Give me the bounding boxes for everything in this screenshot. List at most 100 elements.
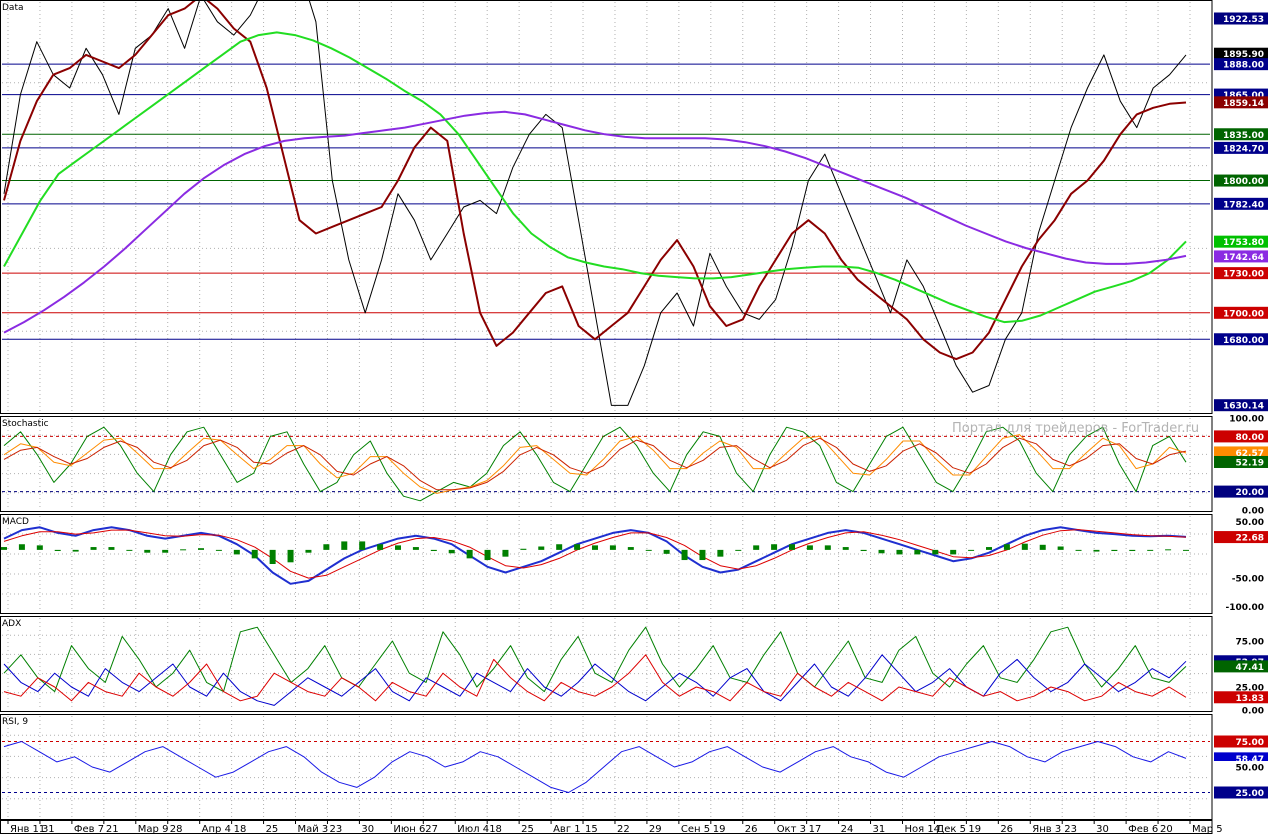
macd-histogram-bar	[341, 541, 348, 550]
macd-histogram-bar	[412, 547, 419, 550]
rsi-level-tag-label: 25.00	[1236, 789, 1264, 799]
time-axis-label: 25	[266, 824, 279, 834]
macd-histogram-bar	[806, 545, 813, 550]
time-axis-label: 18	[234, 824, 247, 834]
adx-plus_di-line	[3, 654, 1187, 706]
stochastic-frame	[0, 416, 1213, 512]
macd-histogram-bar	[1093, 549, 1100, 552]
rsi-frame	[0, 714, 1213, 820]
macd-level-tag-label: -50.00	[1232, 575, 1264, 585]
time-axis-label: 23	[329, 824, 342, 834]
price-title: Data	[2, 3, 24, 13]
macd-histogram-bar	[663, 549, 670, 554]
stochastic-level-tag-label: 20.00	[1236, 488, 1264, 498]
grid-layer	[2, 2, 1210, 818]
price-level-tag-bg	[1214, 267, 1268, 280]
macd-level-tag-bg	[1214, 572, 1268, 585]
time-axis-label: Янв 11	[10, 824, 45, 834]
adx-level-tag-bg	[1214, 660, 1268, 673]
stochastic-level-tag-bg	[1214, 446, 1268, 459]
stochastic-d-line	[3, 434, 1187, 494]
macd-histogram-bar	[896, 549, 903, 555]
macd-histogram-bar	[72, 549, 79, 552]
macd-histogram-bar	[842, 547, 849, 550]
time-axis-label: 20	[1160, 824, 1173, 834]
price-level-tag-bg	[1214, 174, 1268, 187]
price-level-tag-label: 1782.40	[1223, 200, 1264, 210]
adx-level-tag-label: 75.00	[1236, 638, 1264, 648]
price-level-tag-label: 1888.00	[1223, 61, 1264, 71]
price-level-tag-label: 1922.53	[1223, 15, 1264, 25]
stochastic-level-tag-label: 52.19	[1236, 458, 1264, 468]
macd-histogram-bar	[359, 541, 366, 550]
adx-level-tag-label: 47.41	[1236, 663, 1264, 673]
price-ma_mid-line	[3, 31, 1187, 324]
macd-title: MACD	[2, 517, 29, 527]
time-axis-label: 18	[489, 824, 502, 834]
adx-minus_di-line	[3, 654, 1187, 702]
macd-histogram-bar	[645, 549, 652, 551]
macd-level-tag-bg	[1214, 531, 1268, 544]
macd-histogram-bar	[180, 549, 187, 551]
time-axis-label: 29	[649, 824, 662, 834]
rsi-rsi-line	[3, 741, 1187, 793]
macd-histogram-bar	[789, 544, 795, 550]
stochastic-level-tag-bg	[1214, 455, 1268, 468]
time-axis-label: 30	[361, 824, 374, 834]
macd-histogram-bar	[430, 549, 437, 552]
macd-histogram-bar	[1111, 549, 1118, 552]
stochastic-title: Stochastic	[2, 419, 49, 429]
price-level-tag-label: 1895.90	[1223, 50, 1264, 60]
watermark-text: Портал для трейдеров - ForTrader.ru	[952, 421, 1199, 436]
macd-histogram-bar	[233, 549, 240, 555]
macd-histogram-bar	[986, 547, 992, 550]
price-level-tag-label: 1630.14	[1223, 402, 1264, 412]
price-level-tag-bg	[1214, 58, 1268, 71]
rsi-level-tag-label: 58.47	[1236, 755, 1264, 765]
time-axis-label: Мар 5	[1192, 824, 1223, 834]
rsi-level-tag-label: 75.00	[1236, 738, 1264, 748]
price-frame	[0, 0, 1213, 414]
time-axis-label: 31	[42, 824, 55, 834]
time-axis-label: 22	[617, 824, 630, 834]
price-ma_fast-line	[3, 0, 1187, 361]
macd-histogram-bar	[1165, 549, 1172, 551]
adx-level-tag-bg	[1214, 681, 1268, 693]
macd-histogram-bar	[90, 547, 97, 550]
time-axis-label: 31	[873, 824, 886, 834]
macd-histogram-bar	[448, 549, 455, 554]
macd-histogram-bar	[878, 549, 885, 554]
stochastic-level-tag-bg	[1214, 412, 1268, 424]
macd-histogram-bar	[860, 549, 867, 552]
macd-histogram-bar	[681, 549, 688, 561]
time-axis-label: Июл 4	[457, 824, 489, 834]
macd-level-tag-label: 50.00	[1236, 518, 1264, 528]
macd-histogram-bar	[824, 545, 831, 550]
macd-histogram-bar	[1147, 549, 1154, 551]
stochastic-level-tag-label: 62.57	[1236, 449, 1264, 459]
time-axis-label: Мар 9	[138, 824, 169, 834]
macd-histogram-bar	[323, 544, 330, 550]
price-level-tag-label: 1700.00	[1223, 309, 1264, 319]
macd-histogram-bar	[502, 549, 509, 557]
adx-frame	[0, 616, 1213, 712]
macd-histogram-bar	[574, 544, 581, 550]
time-axis-label: Окт 3	[777, 824, 806, 834]
macd-histogram-bar	[950, 549, 957, 555]
time-axis-label: Авг 1	[553, 824, 581, 834]
macd-histogram-bar	[1003, 544, 1010, 550]
time-axis-label: 17	[809, 824, 822, 834]
time-axis-label: 26	[745, 824, 758, 834]
price-level-tag-bg	[1214, 141, 1268, 154]
stochastic-level-tag-label: 100.00	[1229, 415, 1264, 425]
stochastic-level-tag-label: 0.00	[1242, 507, 1264, 517]
macd-histogram-bar	[609, 545, 616, 550]
price-ma_slow-line	[3, 110, 1187, 334]
panel-frames-layer: Data Stochastic MACD ADX RSI, 9	[0, 0, 1213, 820]
macd-histogram-bar	[520, 548, 527, 550]
time-axis-label: 28	[170, 824, 183, 834]
rsi-level-tag-label: 50.00	[1236, 764, 1264, 774]
